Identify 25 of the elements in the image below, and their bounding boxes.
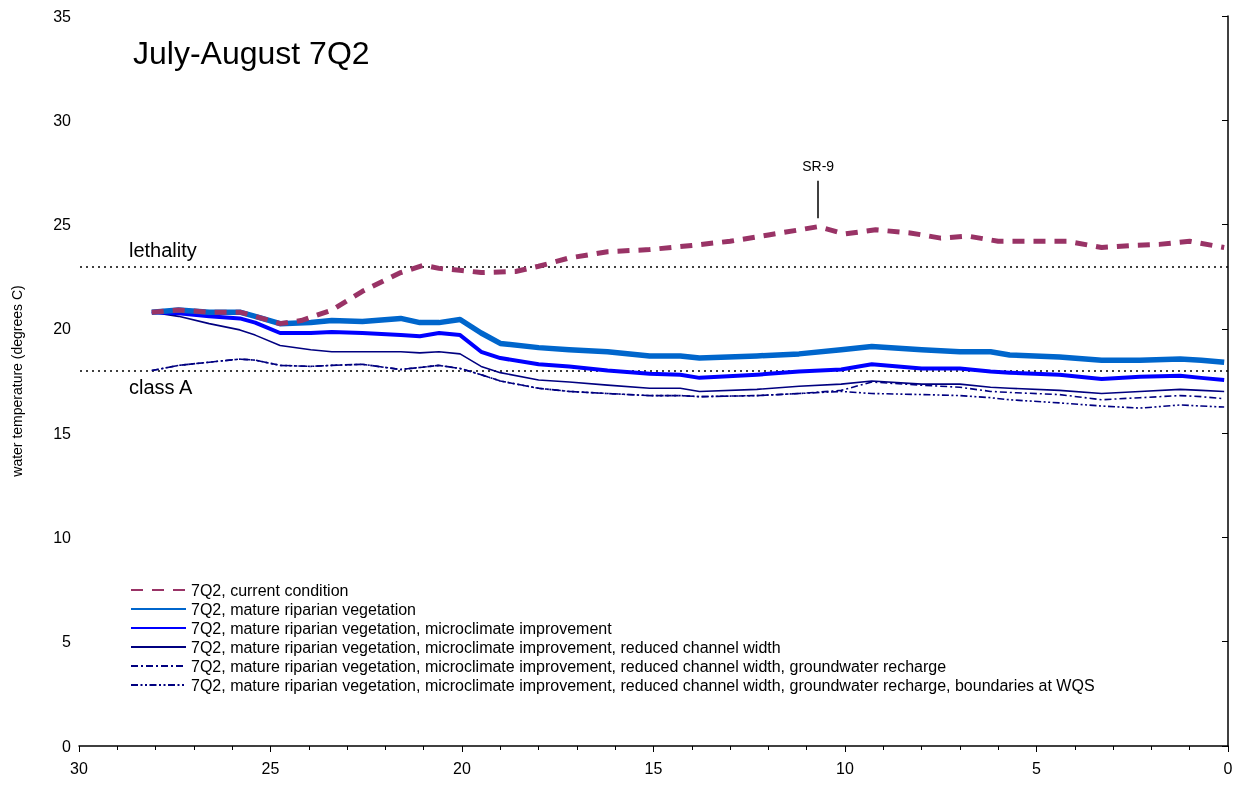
x-tick-label: 10 [836, 759, 854, 777]
y-tick-label: 35 [53, 7, 72, 25]
y-tick-label: 20 [53, 320, 72, 338]
x-tick-label: 25 [261, 759, 280, 777]
y-tick-label: 30 [53, 111, 72, 129]
y-tick-label: 5 [62, 633, 72, 651]
y-axis-title: water temperature (degrees C) [9, 285, 25, 478]
x-tick-label: 5 [1032, 759, 1042, 777]
x-tick-label: 0 [1223, 759, 1233, 777]
text: July-August 7Q2 [133, 35, 370, 71]
y-tick-label: 10 [53, 528, 72, 546]
legend-label: 7Q2, mature riparian vegetation, microclimate improvement, reduced channel width, groundwater recharge [191, 657, 947, 675]
legend-label: 7Q2, mature riparian vegetation, microclimate improvement, reduced channel width, groundwater recharge, boundaries at WQS [191, 676, 1095, 694]
y-tick-label: 25 [53, 216, 72, 234]
x-tick-label: 20 [453, 759, 471, 777]
ref-line-label: lethality [129, 239, 197, 262]
ref-line-label: class A [129, 375, 194, 398]
legend-label: 7Q2, current condition [191, 581, 349, 599]
legend-label: 7Q2, mature riparian vegetation, microclimate improvement, reduced channel width [191, 638, 781, 656]
x-tick-label: 15 [644, 759, 663, 777]
y-tick-label: 0 [62, 737, 72, 755]
legend-label: 7Q2, mature riparian vegetation, microclimate improvement [191, 619, 613, 637]
y-tick-label: 15 [53, 424, 72, 442]
annotation: SR-9 [802, 157, 835, 174]
legend-label: 7Q2, mature riparian vegetation [191, 600, 417, 618]
